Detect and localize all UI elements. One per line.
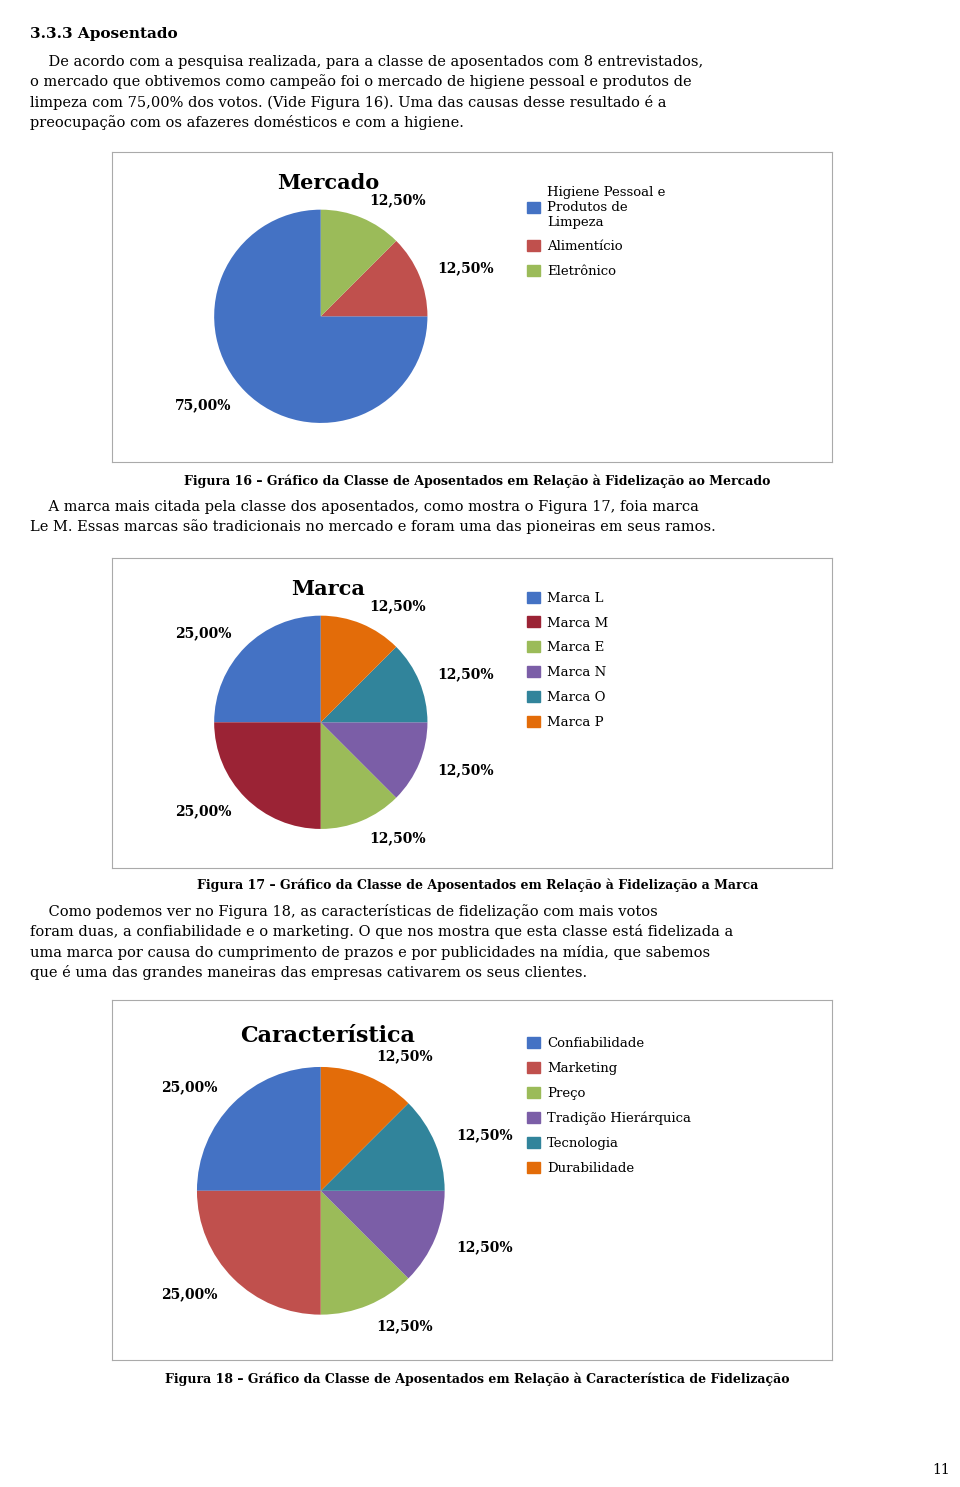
Wedge shape: [321, 210, 396, 317]
Text: 12,50%: 12,50%: [437, 262, 493, 275]
Text: A marca mais citada pela classe dos aposentados, como mostra o Figura 17, foia m: A marca mais citada pela classe dos apos…: [30, 500, 716, 534]
Wedge shape: [321, 241, 427, 317]
Wedge shape: [321, 723, 427, 797]
Text: Marca: Marca: [291, 578, 365, 599]
Wedge shape: [321, 1191, 444, 1279]
Wedge shape: [214, 210, 427, 422]
Text: Figura 17 – Gráfico da Classe de Aposentados em Relação à Fidelização a Marca: Figura 17 – Gráfico da Classe de Aposent…: [197, 879, 758, 892]
Text: 75,00%: 75,00%: [176, 399, 231, 412]
Wedge shape: [321, 647, 427, 723]
Text: 11: 11: [932, 1463, 950, 1477]
Text: 12,50%: 12,50%: [376, 1319, 433, 1332]
Text: 12,50%: 12,50%: [437, 668, 493, 681]
Text: Como podemos ver no Figura 18, as características de fidelização com mais votos
: Como podemos ver no Figura 18, as caract…: [30, 904, 733, 980]
Wedge shape: [321, 616, 396, 723]
Text: 12,50%: 12,50%: [369, 193, 425, 207]
Text: 12,50%: 12,50%: [376, 1048, 433, 1063]
Wedge shape: [321, 723, 396, 828]
Text: 25,00%: 25,00%: [161, 1081, 218, 1094]
Legend: Higiene Pessoal e
Produtos de
Limpeza, Alimentício, Eletrônico: Higiene Pessoal e Produtos de Limpeza, A…: [522, 180, 670, 284]
Text: Figura 16 – Gráfico da Classe de Aposentados em Relação à Fidelização ao Mercado: Figura 16 – Gráfico da Classe de Aposent…: [184, 474, 771, 488]
Text: Característica: Característica: [241, 1025, 416, 1047]
Wedge shape: [197, 1191, 321, 1315]
Text: 3.3.3 Aposentado: 3.3.3 Aposentado: [30, 27, 178, 42]
Text: De acordo com a pesquisa realizada, para a classe de aposentados com 8 entrevist: De acordo com a pesquisa realizada, para…: [30, 55, 704, 129]
Wedge shape: [214, 723, 321, 828]
Text: 12,50%: 12,50%: [369, 831, 425, 846]
Text: 12,50%: 12,50%: [456, 1127, 513, 1142]
Text: 25,00%: 25,00%: [161, 1288, 218, 1301]
Legend: Marca L, Marca M, Marca E, Marca N, Marca O, Marca P: Marca L, Marca M, Marca E, Marca N, Marc…: [522, 586, 613, 735]
Text: Figura 18 – Gráfico da Classe de Aposentados em Relação à Característica de Fide: Figura 18 – Gráfico da Classe de Aposent…: [165, 1373, 790, 1386]
Legend: Confiabilidade, Marketing, Preço, Tradição Hierárquica, Tecnologia, Durabilidade: Confiabilidade, Marketing, Preço, Tradiç…: [522, 1032, 696, 1181]
Text: 25,00%: 25,00%: [176, 626, 231, 641]
Wedge shape: [197, 1068, 321, 1191]
Wedge shape: [321, 1191, 408, 1315]
Text: 12,50%: 12,50%: [456, 1240, 513, 1254]
Text: 12,50%: 12,50%: [437, 763, 493, 778]
Text: 12,50%: 12,50%: [369, 599, 425, 613]
Wedge shape: [321, 1068, 408, 1191]
Text: 25,00%: 25,00%: [176, 804, 231, 818]
Wedge shape: [321, 1103, 444, 1191]
Text: Mercado: Mercado: [276, 172, 379, 193]
Wedge shape: [214, 616, 321, 723]
